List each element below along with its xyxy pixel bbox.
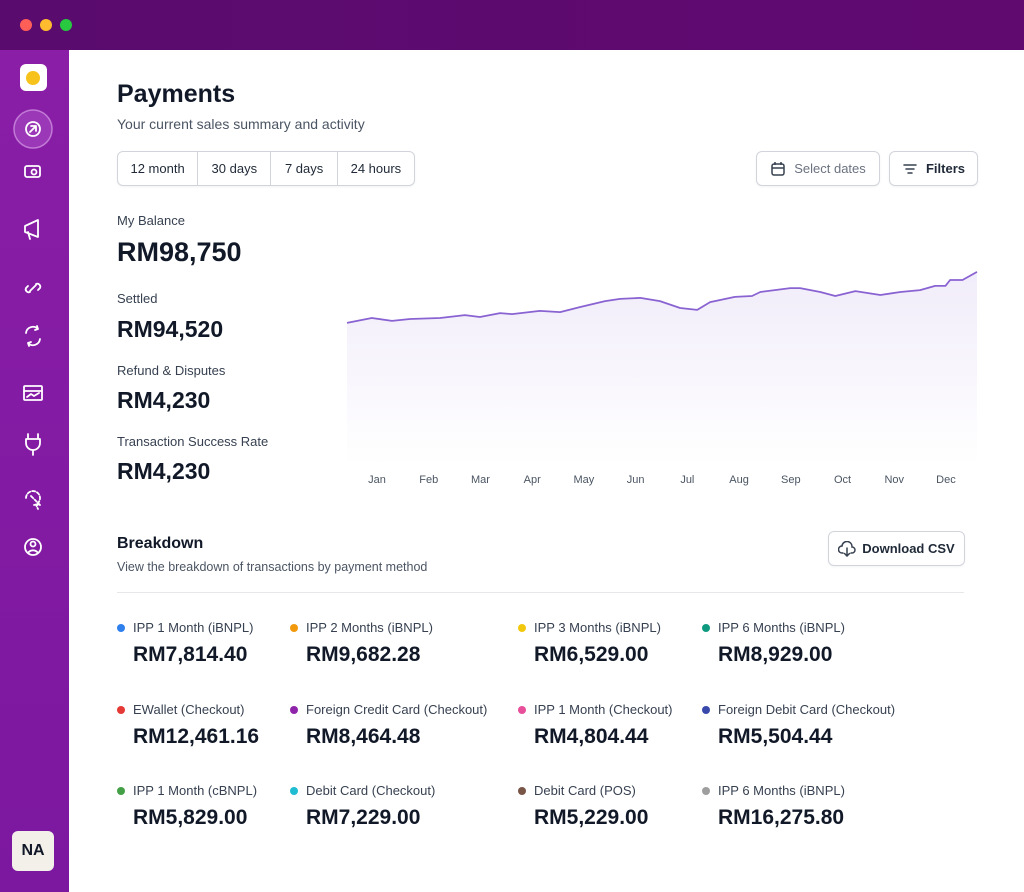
x-tick-label: Nov [884, 474, 904, 486]
page-title: Payments [117, 80, 236, 108]
balance-chart: Jan Feb Mar Apr May Jun Jul Aug Sep Oct Nov Dec [346, 271, 978, 486]
legend-dot [290, 706, 298, 714]
page-subtitle: Your current sales summary and activity [117, 116, 365, 132]
time-filter[interactable]: 7 days [271, 152, 338, 185]
time-filter-group: 12 month 30 days 7 days 24 hours [117, 151, 415, 186]
divider [117, 592, 964, 593]
nav-integrations[interactable] [25, 433, 41, 456]
sidebar [0, 50, 69, 892]
method-amount: RM9,682.28 [306, 643, 421, 666]
legend-dot [290, 624, 298, 632]
x-tick-label: Apr [524, 474, 541, 486]
method-amount: RM4,804.44 [534, 725, 649, 748]
method-amount: RM5,829.00 [133, 806, 248, 829]
stat-value: RM4,230 [117, 387, 211, 413]
method-amount: RM8,929.00 [718, 643, 833, 666]
button-label: Select dates [794, 161, 866, 176]
method-amount: RM8,464.48 [306, 725, 421, 748]
close-button[interactable] [20, 19, 32, 31]
method-amount: RM7,814.40 [133, 643, 248, 666]
method-name: EWallet (Checkout) [133, 702, 245, 717]
method-name: IPP 1 Month (cBNPL) [133, 783, 258, 798]
method-name: Debit Card (Checkout) [306, 783, 436, 798]
legend-dot [702, 624, 710, 632]
x-tick-label: Feb [419, 474, 438, 486]
nav-links[interactable] [24, 282, 42, 294]
zoom-button[interactable] [60, 19, 72, 31]
select-dates-button[interactable]: Select dates [756, 151, 880, 186]
section-title: Breakdown [117, 535, 204, 552]
legend-dot [518, 624, 526, 632]
time-filter[interactable]: 12 month [118, 152, 199, 185]
method-name: IPP 1 Month (Checkout) [534, 702, 673, 717]
nav-reports[interactable] [23, 385, 43, 401]
download-csv-button[interactable]: Download CSV [828, 531, 965, 566]
section-subtitle: View the breakdown of transactions by pa… [117, 560, 428, 574]
area [347, 271, 977, 465]
minimize-button[interactable] [40, 19, 52, 31]
sidebar-icons [13, 64, 53, 556]
method-amount: RM7,229.00 [306, 806, 421, 829]
x-tick-label: Aug [729, 474, 749, 486]
stat-value: RM98,750 [117, 237, 242, 267]
legend-dot [518, 787, 526, 795]
method-amount: RM16,275.80 [718, 806, 845, 829]
stat-label: My Balance [117, 213, 185, 228]
legend-dot [702, 787, 710, 795]
method-amount: RM6,529.00 [534, 643, 649, 666]
legend-dot [117, 706, 125, 714]
x-tick-label: Jun [627, 474, 645, 486]
legend-dot [518, 706, 526, 714]
method-amount: RM12,461.16 [133, 725, 260, 748]
x-tick-label: Sep [781, 474, 801, 486]
avatar[interactable]: NA [12, 831, 54, 871]
time-filter[interactable]: 30 days [198, 152, 272, 185]
x-tick-label: Jul [680, 474, 694, 486]
legend-dot [290, 787, 298, 795]
method-name: IPP 6 Months (iBNPL) [718, 783, 845, 798]
legend-dot [702, 706, 710, 714]
method-name: IPP 1 Month (iBNPL) [133, 620, 254, 635]
x-tick-label: Oct [834, 474, 851, 486]
stat-value: RM4,230 [117, 458, 211, 484]
method-amount: RM5,504.44 [718, 725, 833, 748]
filter-icon [903, 163, 917, 174]
method-name: IPP 6 Months (iBNPL) [718, 620, 845, 635]
stat-label: Settled [117, 291, 158, 306]
nav-cash[interactable] [24, 165, 41, 178]
method-name: IPP 3 Months (iBNPL) [534, 620, 661, 635]
method-amount: RM5,229.00 [534, 806, 649, 829]
stat-label: Transaction Success Rate [117, 434, 269, 449]
filters-button[interactable]: Filters [889, 151, 978, 186]
time-filter[interactable]: 24 hours [350, 161, 402, 176]
stat-label: Refund & Disputes [117, 363, 226, 378]
x-tick-label: Jan [368, 474, 386, 486]
nav-profile[interactable] [24, 538, 42, 556]
line [346, 271, 978, 324]
method-name: Foreign Credit Card (Checkout) [306, 702, 488, 717]
stat-value: RM94,520 [117, 316, 224, 342]
x-tick-label: Dec [936, 474, 956, 486]
method-name: Foreign Debit Card (Checkout) [718, 702, 896, 717]
button-label: Filters [925, 161, 965, 176]
method-name: Debit Card (POS) [534, 783, 636, 798]
nav-marketing[interactable] [24, 219, 39, 240]
title-bar [0, 0, 1024, 50]
button-label: Download CSV [862, 541, 955, 556]
x-tick-label: May [574, 474, 595, 486]
legend-dot [117, 624, 125, 632]
download-icon [838, 540, 856, 557]
nav-sync[interactable] [25, 325, 41, 347]
calendar-icon [771, 161, 785, 176]
legend-dot [117, 787, 125, 795]
x-tick-label: Mar [471, 474, 490, 486]
method-name: IPP 2 Months (iBNPL) [306, 620, 433, 635]
nav-actions[interactable] [25, 490, 41, 510]
